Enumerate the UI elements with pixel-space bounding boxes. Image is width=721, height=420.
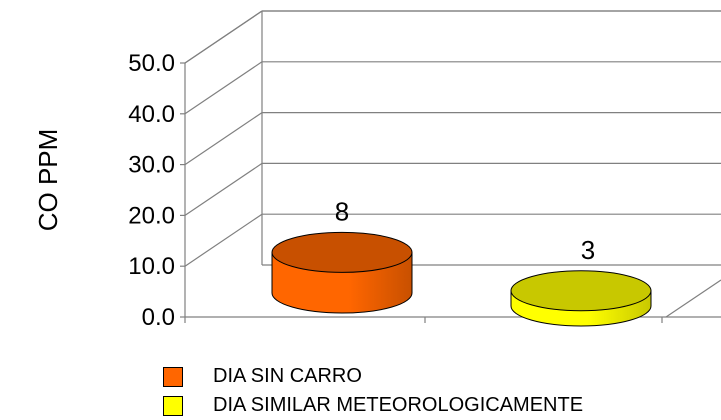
data-labels: 83 [335,196,595,264]
legend-label: DIA SIN CARRO [213,365,362,387]
y-tick-label: 50.0 [128,50,175,77]
bar-cylinder [271,231,413,314]
gridline-side [184,10,263,64]
y-tick-label: 30.0 [128,152,175,179]
bars [271,231,652,327]
y-tick-labels: 0.0 10.0 20.0 30.0 40.0 50.0 [128,50,175,331]
bar-cylinder [510,270,652,327]
gridline-side [184,61,263,115]
legend-item-dia-similar: DIA SIMILAR METEOROLOGICAMENTE [163,391,583,420]
gridline-side [184,162,263,216]
y-tick-label: 40.0 [128,101,175,128]
y-tick-label: 10.0 [128,253,175,280]
legend-swatch-orange [163,366,183,387]
gridline-side [184,112,263,166]
bar-top [271,231,413,273]
y-tick-label: 0.0 [142,304,175,331]
data-label: 3 [581,235,595,265]
legend-label: DIA SIMILAR METEOROLOGICAMENTE [213,394,584,416]
floor-right-edge [665,279,721,318]
gridline-side [184,213,263,267]
legend-item-dia-sin-carro: DIA SIN CARRO [163,362,583,391]
data-label: 8 [335,196,349,226]
legend: DIA SIN CARRO DIA SIMILAR METEOROLOGICAM… [163,362,583,420]
gridlines [184,10,721,267]
bar-top [510,270,652,312]
chart-walls [180,10,721,323]
y-axis-label: CO PPM [33,129,63,232]
y-tick-label: 20.0 [128,202,175,229]
legend-swatch-yellow [163,395,183,416]
